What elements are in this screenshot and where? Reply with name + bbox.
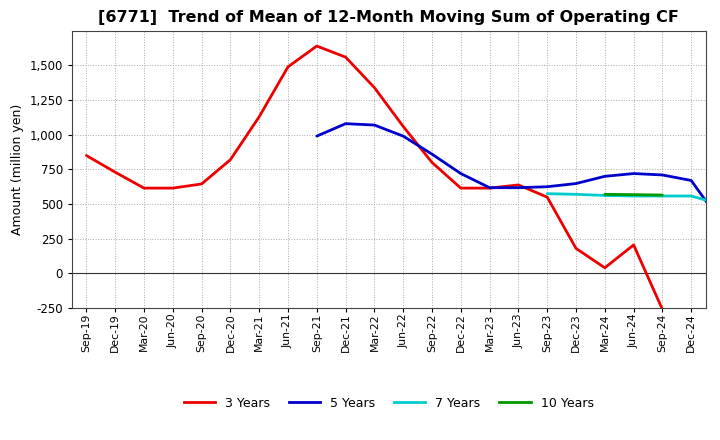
3 Years	[370, 85, 379, 90]
5 Years	[629, 171, 638, 176]
5 Years	[456, 171, 465, 176]
7 Years	[600, 193, 609, 198]
10 Years	[600, 192, 609, 197]
5 Years	[543, 184, 552, 189]
7 Years	[572, 192, 580, 197]
Line: 5 Years: 5 Years	[317, 124, 720, 221]
3 Years	[572, 246, 580, 251]
Title: [6771]  Trend of Mean of 12-Month Moving Sum of Operating CF: [6771] Trend of Mean of 12-Month Moving …	[99, 11, 679, 26]
3 Years	[111, 169, 120, 175]
3 Years	[197, 181, 206, 187]
Line: 7 Years: 7 Years	[547, 194, 720, 204]
5 Years	[341, 121, 350, 126]
5 Years	[312, 133, 321, 139]
3 Years	[312, 44, 321, 49]
3 Years	[600, 265, 609, 271]
3 Years	[514, 182, 523, 187]
3 Years	[658, 307, 667, 312]
5 Years	[399, 133, 408, 139]
3 Years	[399, 124, 408, 129]
3 Years	[255, 114, 264, 119]
5 Years	[514, 185, 523, 191]
3 Years	[140, 186, 148, 191]
5 Years	[687, 178, 696, 183]
Legend: 3 Years, 5 Years, 7 Years, 10 Years: 3 Years, 5 Years, 7 Years, 10 Years	[179, 392, 598, 415]
7 Years	[687, 193, 696, 198]
3 Years	[226, 157, 235, 162]
Line: 3 Years: 3 Years	[86, 46, 662, 309]
7 Years	[629, 193, 638, 198]
3 Years	[456, 186, 465, 191]
3 Years	[485, 186, 494, 191]
7 Years	[716, 202, 720, 207]
3 Years	[168, 186, 177, 191]
Line: 10 Years: 10 Years	[605, 194, 662, 195]
3 Years	[543, 194, 552, 200]
Y-axis label: Amount (million yen): Amount (million yen)	[11, 104, 24, 235]
5 Years	[485, 185, 494, 191]
5 Years	[370, 122, 379, 128]
5 Years	[600, 174, 609, 179]
10 Years	[658, 192, 667, 198]
5 Years	[428, 151, 436, 157]
3 Years	[82, 153, 91, 158]
5 Years	[572, 181, 580, 186]
7 Years	[543, 191, 552, 196]
3 Years	[629, 242, 638, 248]
3 Years	[341, 55, 350, 60]
10 Years	[629, 192, 638, 197]
5 Years	[716, 218, 720, 224]
3 Years	[428, 160, 436, 165]
7 Years	[658, 193, 667, 198]
3 Years	[284, 64, 292, 70]
5 Years	[658, 172, 667, 178]
